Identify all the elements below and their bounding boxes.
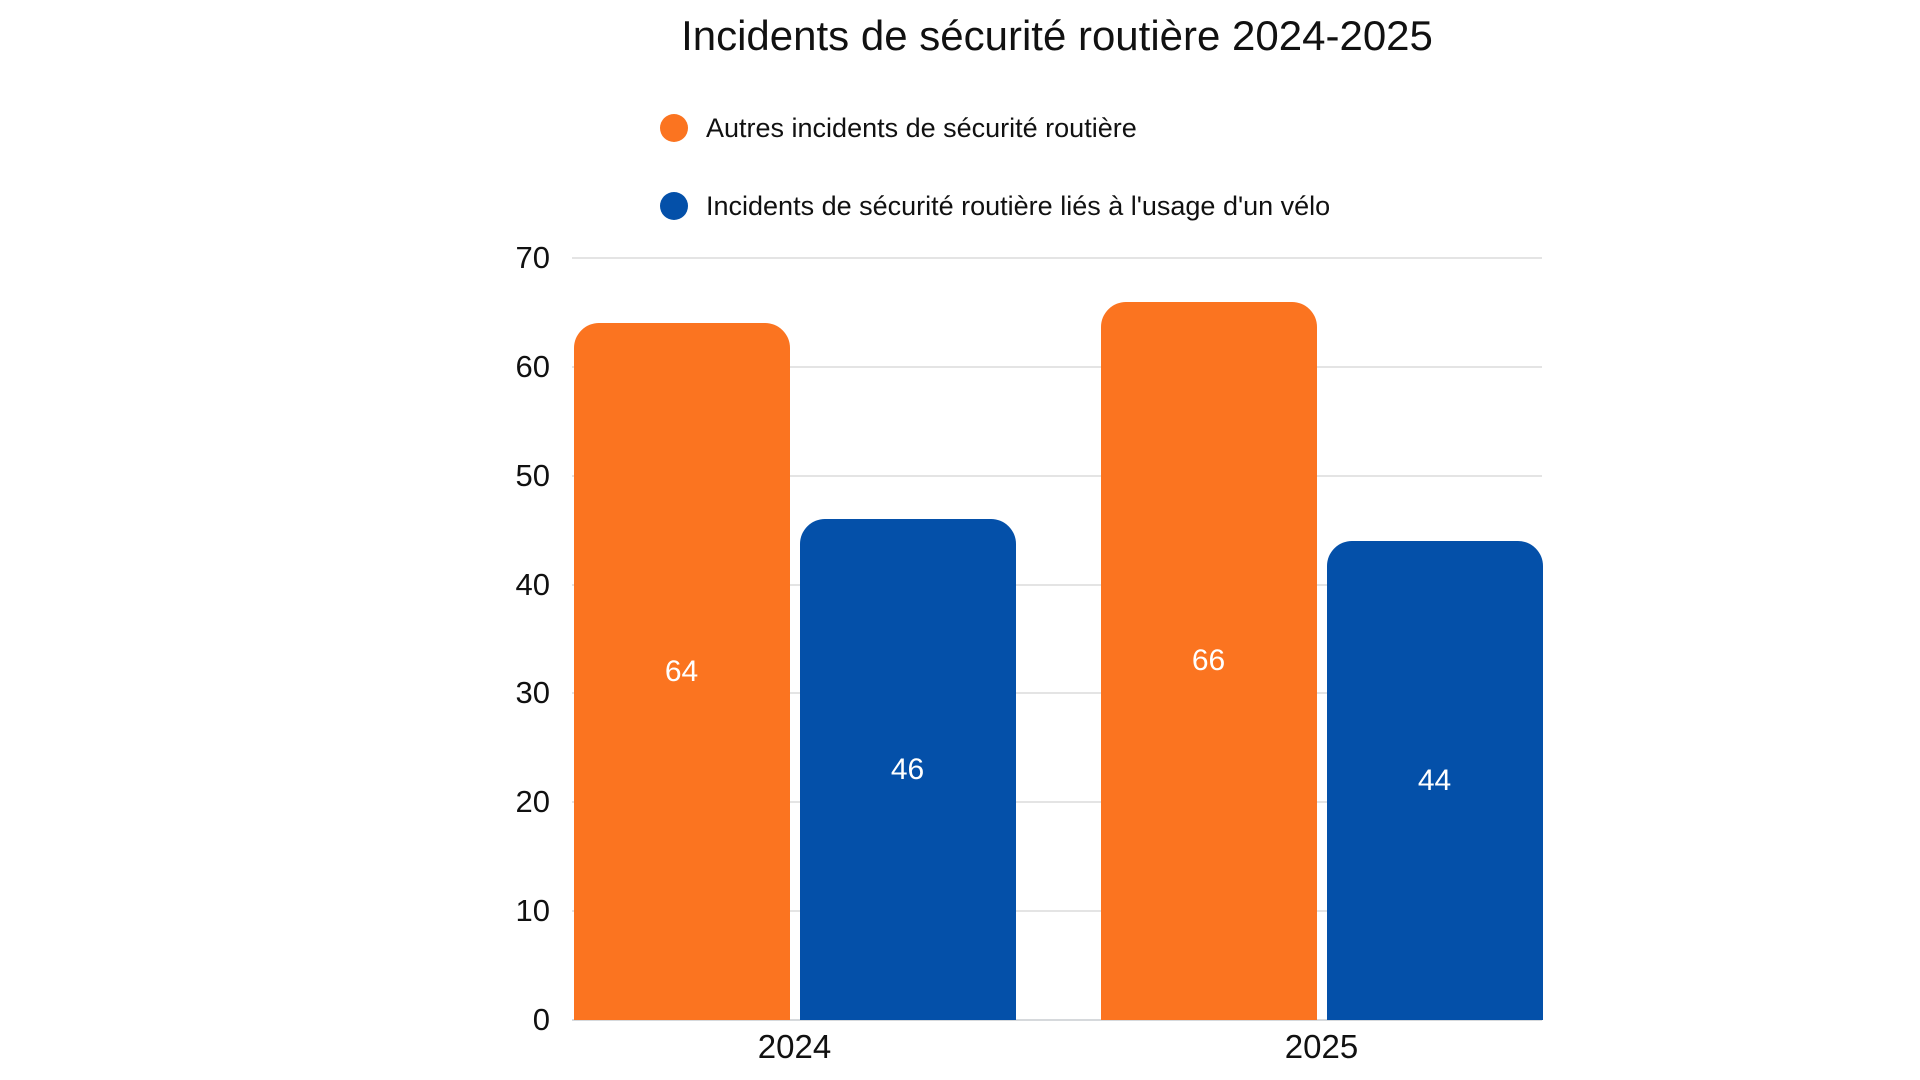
y-tick-label: 0 [532, 1002, 550, 1037]
legend-label: Autres incidents de sécurité routière [706, 112, 1137, 143]
gridline [572, 692, 1542, 695]
legend-label: Incidents de sécurité routière liés à l'… [706, 190, 1331, 221]
legend: Autres incidents de sécurité routière Inc… [660, 110, 1330, 266]
bar-2025-series-0: 66 [1100, 301, 1317, 1020]
bar-value-label: 66 [1191, 643, 1226, 677]
x-axis-line [572, 1019, 1542, 1021]
gridline [572, 801, 1542, 804]
legend-color-dot [660, 114, 688, 142]
legend-item: Incidents de sécurité routière liés à l'… [660, 188, 1330, 224]
bar-2024-series-1: 46 [799, 519, 1016, 1020]
x-axis-label: 2024 [757, 1028, 832, 1065]
chart-title: Incidents de sécurité routière 2024-2025 [681, 12, 1433, 59]
y-tick-label: 70 [515, 240, 550, 275]
gridline [572, 910, 1542, 913]
gridline [572, 257, 1542, 259]
y-tick-label: 20 [515, 784, 550, 820]
y-tick-label: 60 [515, 348, 550, 384]
bar-2025-series-1: 44 [1326, 541, 1543, 1020]
y-tick-label: 10 [515, 893, 550, 929]
gridline [572, 474, 1542, 477]
gridline [572, 583, 1542, 586]
y-tick-label: 50 [515, 457, 550, 493]
bar-value-label: 46 [890, 752, 925, 786]
bar-2024-series-0: 64 [573, 323, 790, 1020]
legend-item: Autres incidents de sécurité routière [660, 110, 1330, 146]
y-tick-label: 30 [515, 675, 550, 711]
legend-color-dot [660, 192, 688, 220]
bar-value-label: 64 [664, 654, 699, 688]
x-axis-label: 2025 [1284, 1028, 1359, 1065]
gridline [572, 365, 1542, 368]
bar-value-label: 44 [1417, 763, 1452, 797]
y-tick-label: 40 [515, 566, 550, 602]
